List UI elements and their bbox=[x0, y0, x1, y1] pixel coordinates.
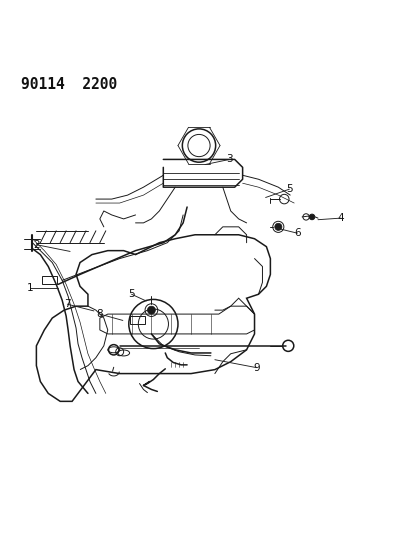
Text: 2: 2 bbox=[33, 240, 40, 249]
Text: 5: 5 bbox=[128, 289, 135, 299]
Text: 9: 9 bbox=[253, 362, 260, 373]
Text: 7: 7 bbox=[64, 299, 70, 309]
Text: 5: 5 bbox=[286, 184, 293, 194]
Bar bbox=[42, 276, 57, 284]
Text: 1: 1 bbox=[26, 282, 33, 293]
Text: 8: 8 bbox=[97, 309, 103, 319]
Text: 4: 4 bbox=[338, 213, 344, 223]
Text: 90114  2200: 90114 2200 bbox=[21, 77, 117, 92]
Circle shape bbox=[309, 214, 315, 220]
Circle shape bbox=[275, 223, 282, 230]
Bar bbox=[130, 316, 145, 325]
Text: 3: 3 bbox=[226, 155, 233, 164]
Circle shape bbox=[147, 306, 155, 314]
Text: 6: 6 bbox=[294, 228, 300, 238]
